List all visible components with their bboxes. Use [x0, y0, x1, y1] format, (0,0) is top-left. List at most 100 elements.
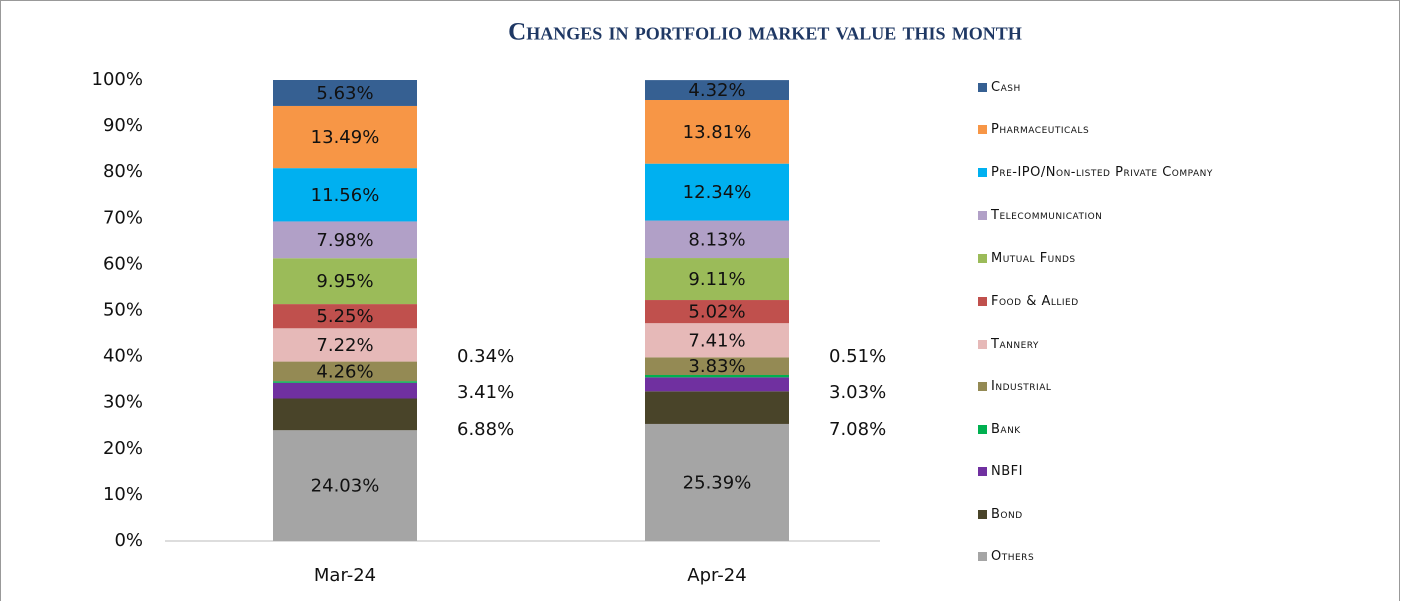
data-label: 25.39% — [683, 472, 752, 493]
data-label: 7.22% — [316, 335, 373, 356]
legend-label: Pre-IPO/Non-listed Private Company — [991, 165, 1213, 180]
x-tick-label: Mar-24 — [314, 565, 376, 586]
y-tick-label: 20% — [103, 438, 143, 459]
data-label: 7.98% — [316, 230, 373, 251]
data-label: 3.83% — [688, 356, 745, 377]
bar-segment — [273, 221, 417, 259]
legend-item: Cash — [978, 78, 1238, 98]
data-label: 13.81% — [683, 122, 752, 143]
legend-swatch — [978, 382, 987, 391]
legend-item: Pre-IPO/Non-listed Private Company — [978, 163, 1238, 183]
bar-segment — [645, 163, 789, 221]
legend-swatch — [978, 211, 987, 220]
legend-swatch — [978, 510, 987, 519]
data-label: 4.26% — [316, 361, 373, 382]
bar-segment — [645, 80, 789, 101]
y-tick-label: 90% — [103, 115, 143, 136]
legend-item: Others — [978, 547, 1238, 567]
bar-segment — [273, 168, 417, 222]
bar-segment — [273, 381, 417, 383]
data-label: 3.03% — [829, 382, 886, 403]
legend-label: Mutual Funds — [991, 251, 1076, 266]
y-tick-label: 50% — [103, 300, 143, 321]
data-label: 6.88% — [457, 419, 514, 440]
legend-item: Bond — [978, 505, 1238, 525]
data-label: 7.08% — [829, 419, 886, 440]
bar-segment — [645, 258, 789, 301]
data-label: 5.63% — [316, 83, 373, 104]
legend-item: Pharmaceuticals — [978, 120, 1238, 140]
data-label: 5.02% — [688, 302, 745, 323]
legend-swatch — [978, 254, 987, 263]
chart-title: Changes in portfolio market value this m… — [508, 19, 1022, 46]
legend-swatch — [978, 425, 987, 434]
bar-segment — [273, 105, 417, 169]
bar-segment — [273, 258, 417, 305]
legend-item: Tannery — [978, 335, 1238, 355]
bar-segment — [645, 377, 789, 392]
bar-segment — [645, 423, 789, 541]
data-label: 5.25% — [316, 306, 373, 327]
data-label: 7.41% — [688, 330, 745, 351]
y-tick-label: 40% — [103, 346, 143, 367]
data-label: 13.49% — [311, 127, 380, 148]
data-label: 24.03% — [311, 476, 380, 497]
legend-label: Industrial — [991, 379, 1052, 394]
legend-item: Telecommunication — [978, 206, 1238, 226]
data-label: 11.56% — [311, 185, 380, 206]
legend-item: NBFI — [978, 462, 1238, 482]
legend-item: Mutual Funds — [978, 249, 1238, 269]
legend-item: Food & Allied — [978, 292, 1238, 312]
legend-swatch — [978, 125, 987, 134]
y-tick-label: 80% — [103, 161, 143, 182]
bar-segment — [273, 328, 417, 362]
legend-label: Bank — [991, 422, 1021, 437]
legend-label: Pharmaceuticals — [991, 122, 1090, 137]
data-label: 0.34% — [457, 346, 514, 367]
legend-label: Bond — [991, 507, 1023, 522]
legend-item: Bank — [978, 420, 1238, 440]
data-label: 3.41% — [457, 382, 514, 403]
bar-segment — [273, 430, 417, 541]
x-tick-label: Apr-24 — [687, 565, 746, 586]
legend-label: Tannery — [991, 337, 1039, 352]
y-tick-label: 60% — [103, 253, 143, 274]
bar-segment — [645, 357, 789, 375]
bar-segment — [645, 100, 789, 164]
legend-swatch — [978, 552, 987, 561]
legend-swatch — [978, 340, 987, 349]
data-label: 12.34% — [683, 182, 752, 203]
data-label: 8.13% — [688, 229, 745, 250]
legend-label: Food & Allied — [991, 294, 1079, 309]
legend-label: Telecommunication — [991, 208, 1103, 223]
bar-segment — [273, 361, 417, 382]
legend-swatch — [978, 467, 987, 476]
bar-segment — [645, 374, 789, 378]
data-label: 9.95% — [316, 271, 373, 292]
y-tick-label: 30% — [103, 392, 143, 413]
bar-segment — [273, 382, 417, 399]
bar-segment — [273, 304, 417, 329]
bar-segment — [273, 398, 417, 431]
bar-segment — [645, 220, 789, 259]
legend-label: NBFI — [991, 464, 1023, 479]
y-tick-label: 0% — [114, 530, 143, 551]
legend-label: Cash — [991, 80, 1021, 95]
data-label: 4.32% — [688, 80, 745, 101]
bar-segment — [645, 391, 789, 424]
y-tick-label: 70% — [103, 207, 143, 228]
y-tick-label: 10% — [103, 484, 143, 505]
data-label: 0.51% — [829, 346, 886, 367]
legend-swatch — [978, 297, 987, 306]
bar-segment — [645, 300, 789, 324]
legend-swatch — [978, 168, 987, 177]
data-label: 9.11% — [688, 269, 745, 290]
legend-swatch — [978, 83, 987, 92]
y-tick-label: 100% — [92, 69, 143, 90]
legend-item: Industrial — [978, 377, 1238, 397]
bar-segment — [645, 323, 789, 358]
legend-label: Others — [991, 549, 1035, 564]
